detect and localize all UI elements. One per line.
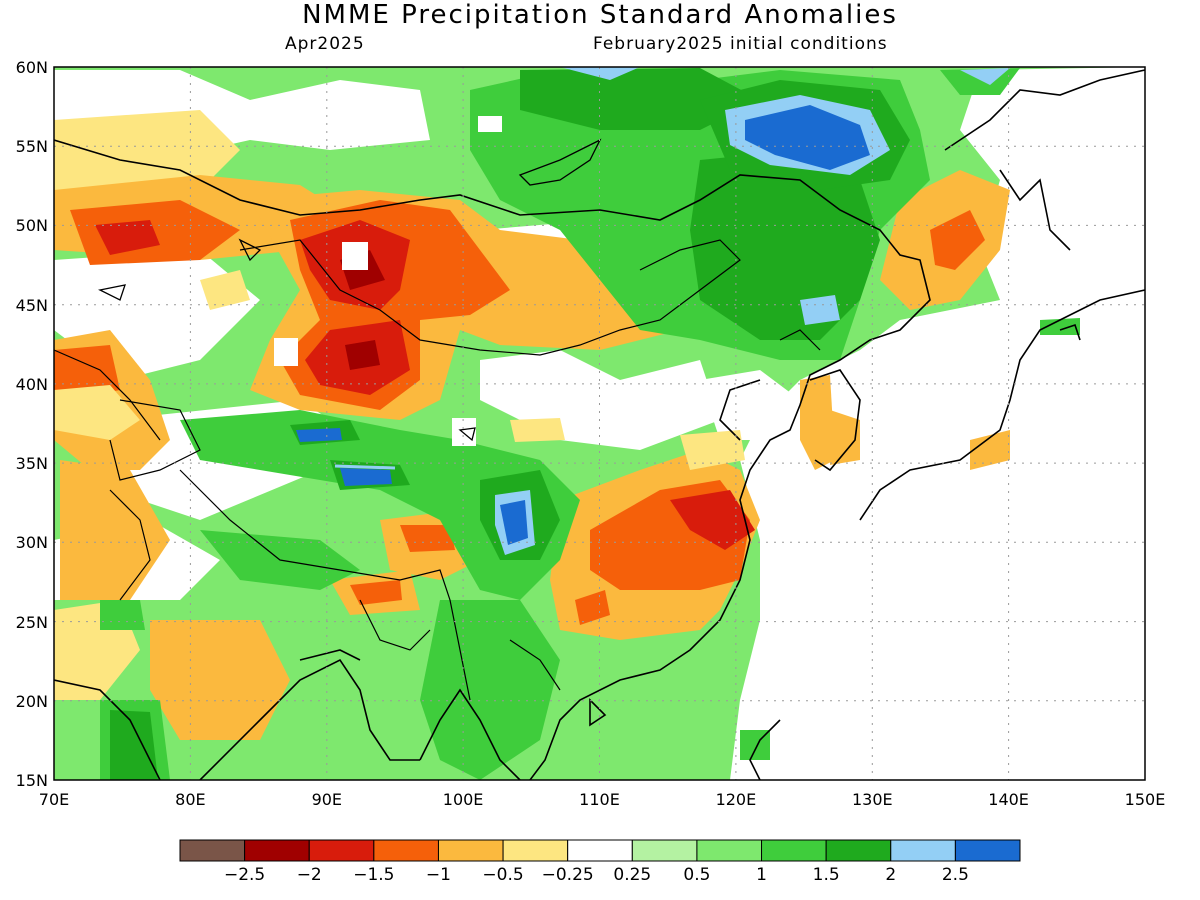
borders <box>54 239 821 701</box>
y-tick-label: 35N <box>16 454 48 473</box>
anomaly-field <box>54 67 1145 780</box>
colorbar-label: 0.25 <box>613 865 651 885</box>
colorbar-label: −0.5 <box>482 865 523 885</box>
x-tick-label: 80E <box>175 790 205 809</box>
map-title: NMME Precipitation Standard Anomalies <box>302 0 898 30</box>
colorbar-swatch <box>890 839 956 862</box>
map-frame <box>53 66 1146 781</box>
valid-month-label: Apr2025 <box>285 34 365 54</box>
y-tick-label: 40N <box>16 375 48 394</box>
colorbar-swatch <box>825 839 892 862</box>
colorbar-swatch <box>954 839 1021 862</box>
x-tick-label: 70E <box>39 790 69 809</box>
y-tick-label: 60N <box>16 58 48 77</box>
colorbar-label: 2.5 <box>942 865 969 885</box>
colorbar-label: 1.5 <box>813 865 840 885</box>
x-tick-label: 90E <box>312 790 342 809</box>
colorbar-label: −1.5 <box>353 865 394 885</box>
colorbar-label: −2 <box>297 865 322 885</box>
latitude-ticks: 60N 55N 50N 45N 40N 35N 30N 25N 20N 15N <box>16 58 48 790</box>
x-tick-label: 120E <box>716 790 757 809</box>
colorbar-swatch <box>567 839 633 862</box>
colorbar-label: −1 <box>426 865 451 885</box>
y-tick-label: 45N <box>16 296 48 315</box>
colorbar-swatch <box>308 839 375 862</box>
colorbar-label: −2.5 <box>224 865 265 885</box>
x-tick-label: 110E <box>579 790 620 809</box>
colorbar-swatch <box>631 839 698 862</box>
colorbar-label: 0.5 <box>683 865 710 885</box>
initial-conditions-label: February2025 initial conditions <box>593 34 888 54</box>
y-tick-label: 25N <box>16 613 48 632</box>
x-tick-label: 140E <box>988 790 1029 809</box>
colorbar-label: 2 <box>885 865 896 885</box>
lakes <box>98 138 602 442</box>
y-tick-label: 55N <box>16 137 48 156</box>
x-tick-label: 150E <box>1125 790 1166 809</box>
graticule <box>54 67 1145 780</box>
x-tick-label: 100E <box>443 790 484 809</box>
longitude-ticks: 70E 80E 90E 100E 110E 120E 130E 140E 150… <box>39 790 1166 809</box>
colorbar-swatch <box>244 839 310 862</box>
y-tick-label: 15N <box>16 771 48 790</box>
y-tick-label: 50N <box>16 216 48 235</box>
colorbar-swatch <box>373 839 439 862</box>
colorbar-swatch <box>437 839 504 862</box>
coastlines <box>54 69 1145 780</box>
colorbar-label: −0.25 <box>542 865 594 885</box>
colorbar-swatch <box>761 839 827 862</box>
colorbar-swatch <box>179 839 246 862</box>
x-tick-label: 130E <box>852 790 893 809</box>
y-tick-label: 20N <box>16 692 48 711</box>
colorbar-swatch <box>502 839 569 862</box>
colorbar-swatch <box>696 839 763 862</box>
y-tick-label: 30N <box>16 533 48 552</box>
colorbar-label: 1 <box>756 865 767 885</box>
colorbar: −2.5 −2 −1.5 −1 −0.5 −0.25 0.25 0.5 1 1.5 2 2.5 <box>179 839 1021 885</box>
